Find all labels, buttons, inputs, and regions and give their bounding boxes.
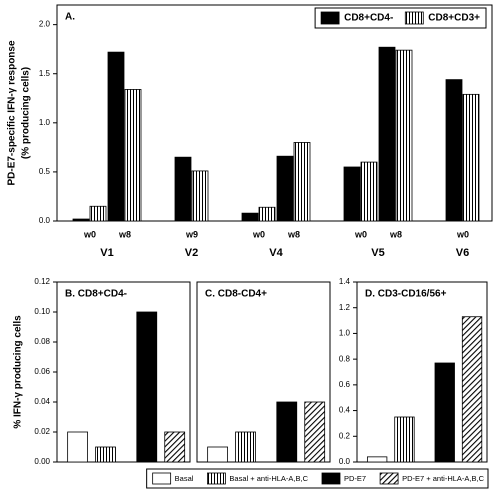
x-tick-label: w8 [118, 229, 131, 239]
group-label: V6 [456, 247, 469, 259]
bar [304, 401, 326, 463]
bar [293, 142, 311, 222]
bar [378, 46, 396, 222]
bar [164, 431, 186, 463]
legend-swatch [321, 472, 341, 485]
bar [207, 446, 228, 463]
bar [241, 212, 259, 222]
y-axis-label: (% producing cells) [21, 67, 32, 159]
legend-box [146, 468, 489, 489]
y-tick-label: 2.0 [39, 20, 51, 29]
panel-title: D. CD3-CD16/56+ [365, 289, 447, 300]
y-tick-label: 0.2 [339, 431, 351, 440]
group-label: V2 [185, 247, 198, 259]
y-tick-label: 0.00 [34, 457, 50, 466]
x-tick-label: w8 [287, 229, 300, 239]
bar [445, 79, 463, 222]
bar [343, 166, 361, 222]
x-tick-label: w0 [83, 229, 96, 239]
y-tick-label: 0.04 [34, 397, 50, 406]
bar [235, 431, 256, 463]
y-tick-label: 1.4 [339, 277, 351, 286]
x-tick-label: w9 [185, 229, 198, 239]
legend-swatch [152, 472, 172, 485]
bar [174, 156, 192, 222]
y-axis-label: % IFN-γ producing cells [13, 315, 24, 429]
x-tick-label: w0 [354, 229, 367, 239]
plot-frame [356, 281, 488, 463]
y-tick-label: 0.08 [34, 337, 50, 346]
legend-box [314, 7, 487, 29]
y-axis-label: PD-E7-specific IFN-γ response [7, 40, 18, 185]
legend-label: CD8+CD3+ [428, 13, 480, 24]
y-tick-label: 0.0 [39, 216, 51, 225]
legend-label: PD-E7 + anti-HLA-A,B,C [402, 474, 484, 483]
y-tick-label: 0.06 [34, 367, 50, 376]
y-tick-label: 0.10 [34, 307, 50, 316]
legend-swatch [320, 11, 340, 25]
legend-label: Basal + anti-HLA-A,B,C [229, 474, 308, 483]
y-tick-label: 0.02 [34, 427, 50, 436]
panel-title: C. CD8-CD4+ [205, 289, 267, 300]
bar [95, 446, 116, 463]
bar [462, 93, 480, 222]
panel-title: A. [65, 12, 75, 23]
group-label: V1 [100, 247, 113, 259]
group-label: V5 [371, 247, 384, 259]
y-tick-label: 1.0 [39, 118, 51, 127]
bar [72, 218, 90, 222]
bar [107, 51, 125, 222]
y-tick-label: 1.5 [39, 69, 51, 78]
bar [136, 311, 158, 463]
legend-label: Basal [175, 474, 194, 483]
legend-label: PD-E7 [344, 474, 366, 483]
bar [89, 205, 107, 222]
bar [124, 89, 142, 222]
bar [258, 206, 276, 222]
y-tick-label: 1.2 [339, 303, 351, 312]
bar [191, 170, 209, 222]
y-tick-label: 1.0 [339, 329, 351, 338]
legend-swatch [379, 472, 399, 485]
y-tick-label: 0.12 [34, 277, 50, 286]
group-label: V4 [269, 247, 283, 259]
y-tick-label: 0.6 [339, 380, 351, 389]
bar [394, 416, 415, 463]
bar [67, 431, 88, 463]
panel-title: B. CD8+CD4- [65, 289, 127, 300]
bar [434, 362, 455, 463]
bar [461, 316, 483, 463]
y-tick-label: 0.4 [339, 406, 351, 415]
x-tick-label: w8 [389, 229, 402, 239]
bar [276, 155, 294, 222]
y-tick-label: 0.5 [39, 167, 51, 176]
bar [395, 49, 413, 222]
plot-frame [196, 281, 331, 463]
x-tick-label: w0 [456, 229, 469, 239]
legend-swatch [404, 11, 424, 25]
y-tick-label: 0.0 [339, 457, 351, 466]
bar [276, 401, 298, 463]
x-tick-label: w0 [252, 229, 265, 239]
legend-label: CD8+CD4- [344, 13, 393, 24]
bar [360, 161, 378, 222]
y-tick-label: 0.8 [339, 354, 351, 363]
bar [366, 456, 388, 463]
legend-swatch [207, 472, 226, 485]
